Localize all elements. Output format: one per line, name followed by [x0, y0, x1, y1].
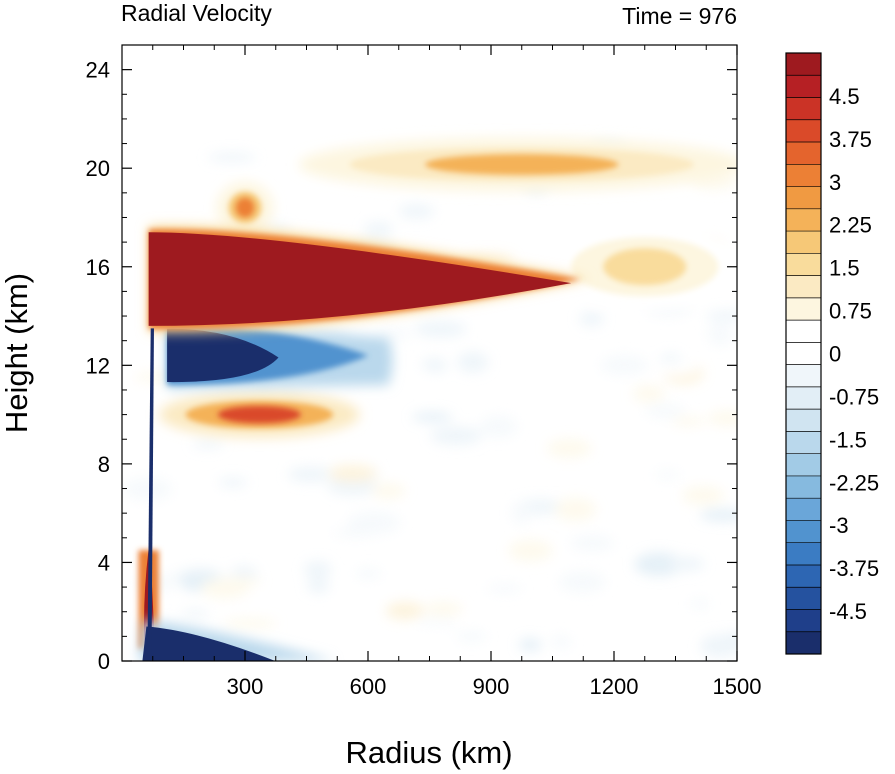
- x-tick-label: 900: [473, 674, 510, 699]
- y-tick-label: 12: [86, 353, 110, 378]
- feature-boundary-layer-inflow-negative-: [138, 620, 336, 661]
- colorbar-label: -3.75: [829, 556, 879, 581]
- x-axis-label: Radius (km): [345, 735, 512, 770]
- colorbar-bin: [786, 208, 821, 232]
- velocity-field: [123, 137, 737, 661]
- colorbar-label: -1.5: [829, 427, 867, 452]
- colorbar-bin: [786, 97, 821, 121]
- eyewall-column: [147, 328, 154, 657]
- colorbar-label: -4.5: [829, 599, 867, 624]
- feature-mid-level-outflow-positive-: [159, 391, 360, 438]
- colorbar-bin: [786, 453, 821, 477]
- colorbar-label: 1.5: [829, 256, 860, 281]
- colorbar-bin: [786, 231, 821, 254]
- colorbar-bin: [786, 297, 821, 321]
- colorbar-bin: [786, 631, 821, 655]
- plot-area: 300 600 900 1200 1500 0 4 8 12 16 20 24: [86, 44, 762, 699]
- colorbar-bin: [786, 498, 821, 521]
- colorbar: 4.5 3.75 3 2.25 1.5 0.75 0 -0.75 -1.5 -2.25 -3 -3.7…: [785, 52, 879, 655]
- colorbar-bin: [786, 520, 821, 544]
- colorbar-bin: [786, 53, 821, 76]
- feature-tropopause-band-positive-: [298, 137, 737, 192]
- x-tick-label: 1500: [713, 674, 762, 699]
- colorbar-bin: [786, 542, 821, 566]
- y-tick-label: 16: [86, 255, 110, 280]
- colorbar-bin: [786, 587, 821, 610]
- colorbar-bin: [786, 475, 821, 499]
- y-tick-label: 24: [86, 58, 110, 83]
- colorbar-label: -2.25: [829, 470, 879, 495]
- colorbar-bin: [786, 564, 821, 588]
- x-tick-label: 600: [350, 674, 387, 699]
- colorbar-bin: [786, 164, 821, 188]
- colorbar-bin: [786, 364, 821, 388]
- colorbar-bin: [786, 119, 821, 143]
- x-tick-label: 1200: [590, 674, 639, 699]
- colorbar-frame: [785, 52, 822, 655]
- x-tick-label: 300: [227, 674, 264, 699]
- colorbar-label: 0: [829, 342, 841, 367]
- y-tick-label: 4: [98, 550, 110, 575]
- colorbar-bin: [786, 386, 821, 410]
- feature-mid-upper-inflow-negative-: [167, 321, 393, 390]
- y-tick-label: 20: [86, 156, 110, 181]
- feature-upper-outflow-positive-: [148, 225, 590, 333]
- y-tick-label: 8: [98, 452, 110, 477]
- colorbar-label: 3: [829, 170, 841, 195]
- feature-upper-patch-positive-: [216, 181, 274, 234]
- colorbar-label: -3: [829, 513, 849, 538]
- colorbar-label: 4.5: [829, 84, 860, 109]
- colorbar-bin: [786, 275, 821, 299]
- colorbar-label: 0.75: [829, 299, 872, 324]
- colorbar-bin: [786, 609, 821, 633]
- colorbar-bin: [786, 142, 821, 165]
- colorbar-label: 3.75: [829, 127, 872, 152]
- colorbar-bin: [786, 186, 821, 210]
- colorbar-bin: [786, 320, 821, 343]
- title-right: Time = 976: [622, 3, 737, 29]
- y-axis-label: Height (km): [0, 273, 34, 433]
- colorbar-bin: [786, 253, 821, 277]
- colorbar-label: 2.25: [829, 213, 872, 238]
- colorbar-bin: [786, 75, 821, 99]
- title-left: Radial Velocity: [121, 0, 272, 26]
- y-tick-label: 0: [98, 649, 110, 674]
- colorbar-bin: [786, 431, 821, 455]
- feature-outer-weak-outflow-positive-: [544, 223, 737, 310]
- colorbar-bin: [786, 409, 821, 432]
- colorbar-bin: [786, 342, 821, 366]
- colorbar-label: -0.75: [829, 384, 879, 409]
- axis-ticks: 300 600 900 1200 1500 0 4 8 12 16 20 24: [86, 45, 762, 699]
